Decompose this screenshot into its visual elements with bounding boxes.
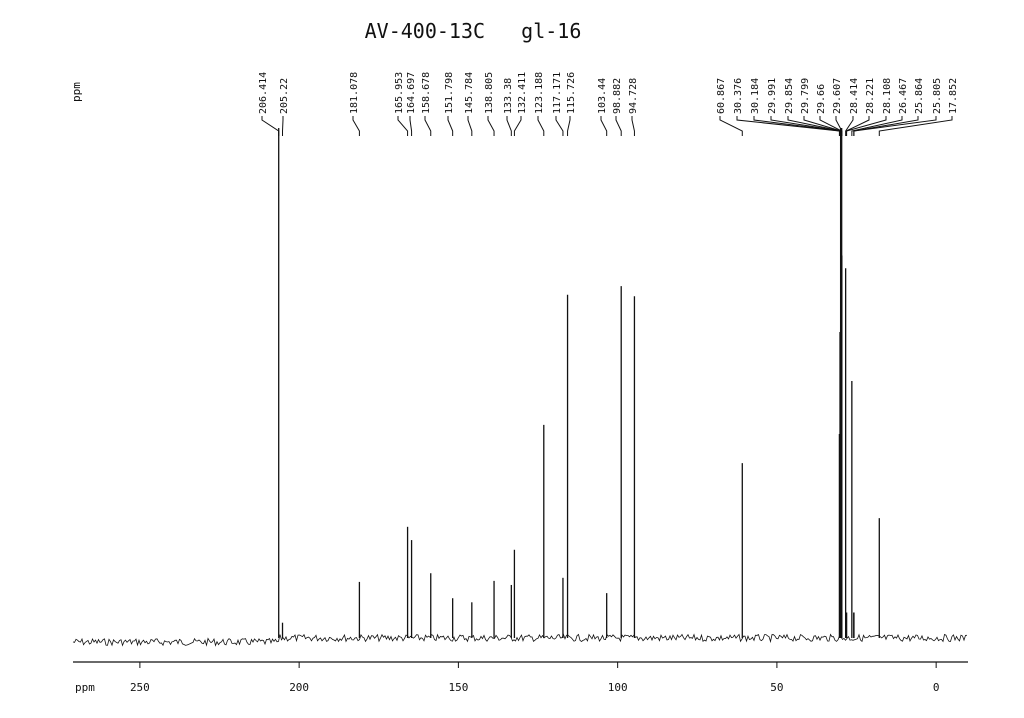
leader-line [770, 116, 842, 136]
baseline-noise [72, 633, 968, 647]
x-tick-label: 200 [289, 681, 309, 694]
peak-label: 29.854 [784, 78, 795, 114]
peak-label: 28.221 [865, 78, 876, 114]
peak-label: 206.414 [258, 72, 269, 114]
peak-label: 94.728 [628, 78, 639, 114]
peak-label: 60.867 [716, 78, 727, 114]
peak-label: 98.882 [612, 78, 623, 114]
peak-label: 164.697 [406, 72, 417, 114]
leader-line [878, 116, 953, 136]
leader-line [567, 116, 571, 136]
peak-label: 115.726 [566, 72, 577, 114]
peak-label: 123.188 [534, 72, 545, 114]
leader-line [600, 116, 608, 136]
peak-label: 133.38 [503, 78, 514, 114]
leader-line [851, 116, 903, 136]
leader-line [424, 116, 432, 136]
y-axis-label: ppm [70, 82, 83, 102]
leader-line [719, 116, 743, 136]
peak-label: 165.953 [394, 72, 405, 114]
leader-line [631, 116, 635, 136]
peak-label: 17.852 [948, 78, 959, 114]
peak-label: 151.798 [444, 72, 455, 114]
leader-line [537, 116, 545, 136]
leader-line [846, 116, 887, 136]
leader-line [853, 116, 937, 136]
leader-line [487, 116, 495, 136]
leader-line [513, 116, 522, 136]
leader-line [409, 116, 413, 136]
x-tick-label: 50 [770, 681, 783, 694]
x-tick-label: 100 [608, 681, 628, 694]
peak-label: 181.078 [349, 72, 360, 114]
leader-line [397, 116, 409, 136]
leader-line [506, 116, 512, 136]
leader-line [447, 116, 454, 136]
peak-label: 28.414 [849, 78, 860, 114]
peak-label: 205.22 [279, 78, 290, 114]
peak-label: 28.108 [882, 78, 893, 114]
leader-line [835, 116, 843, 136]
x-tick-label: 250 [130, 681, 150, 694]
peak-label: 138.805 [484, 72, 495, 114]
peak-label: 30.376 [733, 78, 744, 114]
peak-label: 26.467 [898, 78, 909, 114]
peak-label: 29.799 [800, 78, 811, 114]
peak-label: 158.678 [421, 72, 432, 114]
peak-label: 132.411 [517, 72, 528, 114]
peak-label: 30.184 [750, 78, 761, 114]
peak-label: 117.171 [552, 72, 563, 114]
leader-line [736, 116, 840, 136]
x-tick-label: 0 [933, 681, 940, 694]
peak-label: 25.864 [914, 78, 925, 114]
leader-line [753, 116, 841, 136]
leader-line [352, 116, 360, 136]
leader-line [555, 116, 564, 136]
chart-title: AV-400-13C gl-16 [365, 19, 582, 43]
peak-label: 29.607 [832, 78, 843, 114]
leader-line [615, 116, 622, 136]
leader-line [845, 116, 854, 136]
x-axis-label: ppm [75, 681, 95, 694]
leader-line [261, 116, 280, 136]
peak-label: 145.784 [464, 72, 475, 114]
x-tick-label: 150 [448, 681, 468, 694]
peak-label: 25.805 [932, 78, 943, 114]
peak-label: 29.991 [767, 78, 778, 114]
peak-label: 103.44 [597, 78, 608, 114]
leader-line [467, 116, 473, 136]
peak-label: 29.66 [816, 84, 827, 114]
